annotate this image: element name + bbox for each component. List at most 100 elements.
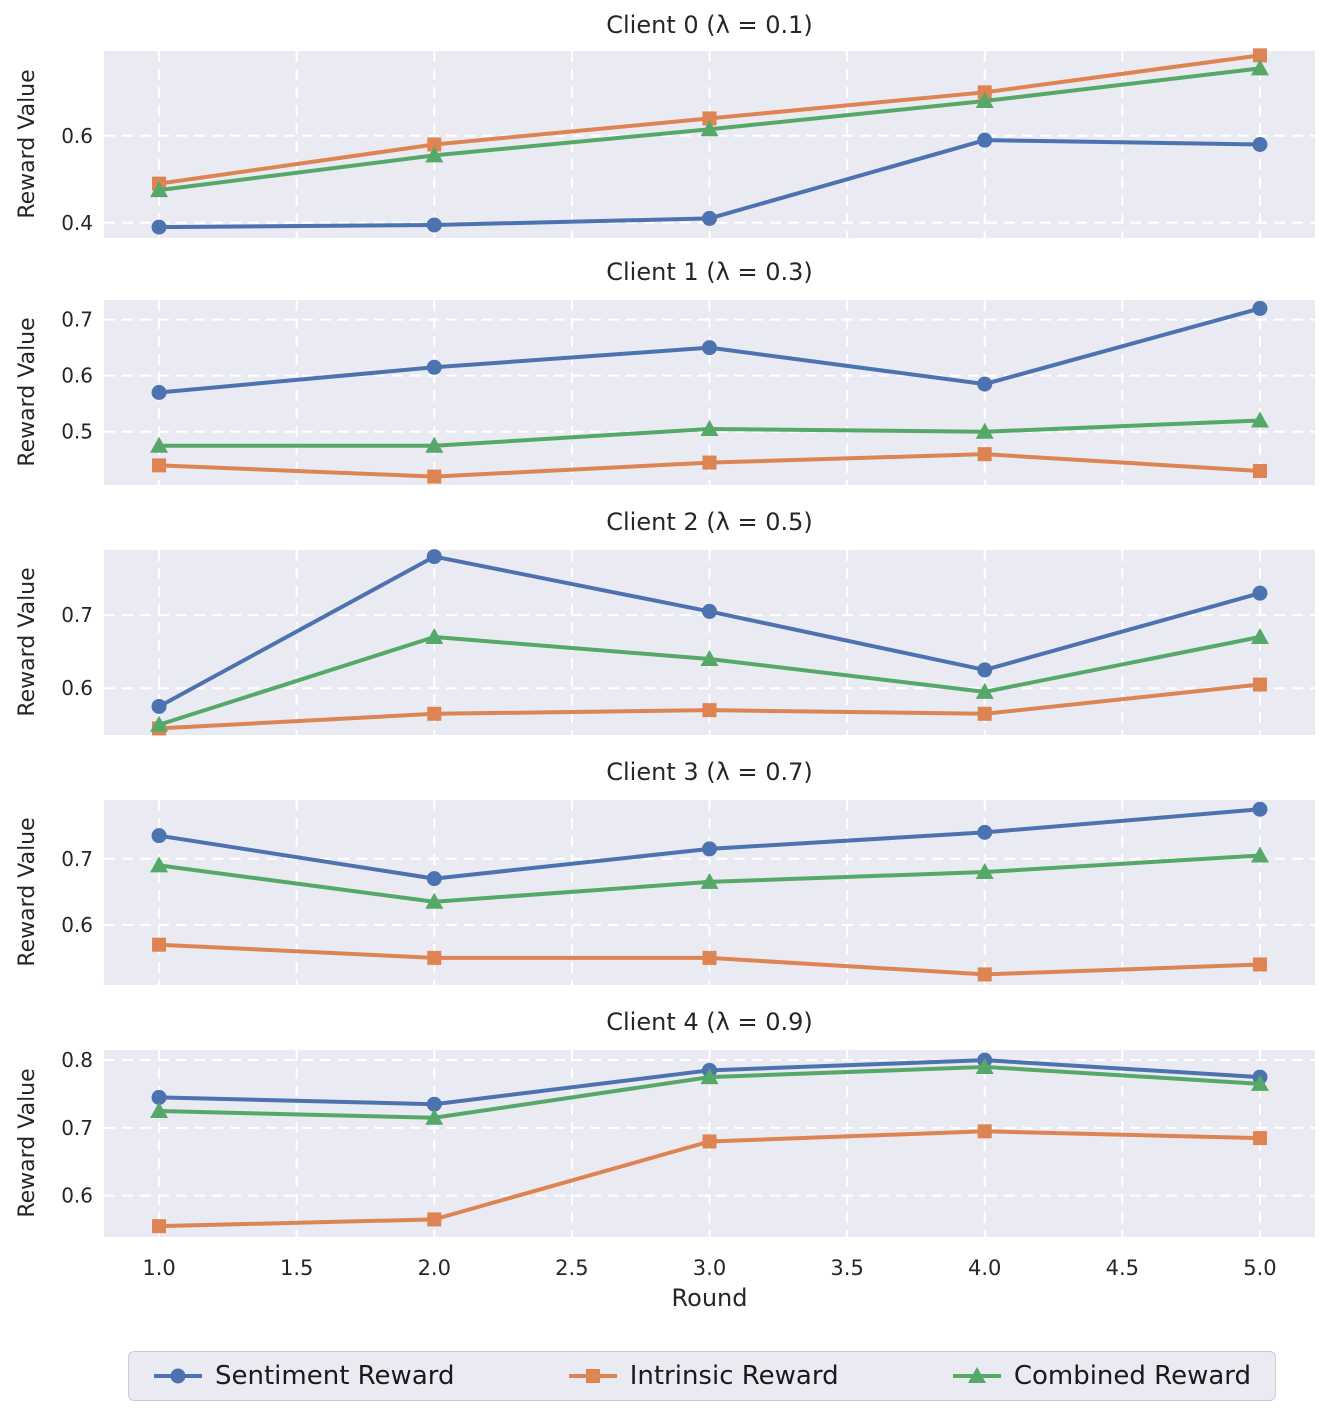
subplot-title-client-1: Client 1 (λ = 0.3) xyxy=(606,258,813,286)
data-point-marker xyxy=(700,872,719,889)
data-point-marker xyxy=(700,1068,719,1085)
data-point-marker xyxy=(977,376,993,392)
data-point-marker xyxy=(151,1089,167,1105)
data-point-marker xyxy=(702,340,717,356)
y-tick-label: 0.7 xyxy=(61,1116,93,1140)
data-point-marker xyxy=(700,419,719,436)
data-point-marker xyxy=(152,937,167,952)
y-axis-label: Reward Value xyxy=(15,1068,40,1218)
data-point-marker xyxy=(425,892,444,909)
data-point-marker xyxy=(975,863,994,880)
data-point-marker xyxy=(1252,137,1268,152)
data-point-marker xyxy=(1252,48,1267,63)
data-point-marker xyxy=(1252,677,1267,692)
data-point-marker xyxy=(1252,801,1268,817)
subplot-title-client-0: Client 0 (λ = 0.1) xyxy=(606,11,813,39)
data-point-marker xyxy=(427,1212,442,1227)
x-tick-label: 2.5 xyxy=(555,1256,588,1280)
subplot-client-1: 0.5 0.6 0.7 xyxy=(61,300,1315,485)
data-point-marker xyxy=(425,628,444,645)
data-point-marker xyxy=(151,385,167,400)
y-tick-label: 0.6 xyxy=(61,124,93,148)
data-point-marker xyxy=(425,1108,444,1125)
subplot-client-3: 0.6 0.7 xyxy=(61,800,1315,985)
data-point-marker xyxy=(427,950,442,965)
y-axis-label: Reward Value xyxy=(15,317,40,467)
data-point-marker xyxy=(702,1134,717,1149)
data-point-marker xyxy=(702,703,717,718)
data-point-marker xyxy=(425,436,444,453)
data-point-marker xyxy=(977,662,993,678)
legend: Sentiment Reward Intrinsic Reward Combin… xyxy=(128,1351,1276,1401)
y-tick-label: 0.7 xyxy=(61,603,93,627)
data-point-marker xyxy=(702,455,717,470)
x-axis-label: Round xyxy=(671,1284,748,1312)
data-point-marker xyxy=(150,436,169,453)
data-point-marker xyxy=(975,92,994,109)
data-point-marker xyxy=(975,682,994,699)
legend-item-combined-reward: Combined Reward xyxy=(952,1361,1251,1391)
data-point-marker xyxy=(1250,59,1269,76)
y-tick-label: 0.7 xyxy=(61,847,93,871)
x-tick-label: 4.0 xyxy=(968,1256,1001,1280)
data-point-marker xyxy=(427,706,442,721)
square-marker-icon xyxy=(585,1369,600,1383)
y-axis-label: Reward Value xyxy=(15,567,40,717)
data-point-marker xyxy=(150,181,169,198)
data-point-marker xyxy=(702,603,717,619)
data-point-marker xyxy=(977,1124,992,1139)
y-axis-label: Reward Value xyxy=(15,817,40,967)
data-point-marker xyxy=(151,698,167,714)
x-tick-label: 5.0 xyxy=(1243,1256,1276,1280)
data-point-marker xyxy=(1252,300,1268,316)
data-point-marker xyxy=(1252,585,1268,601)
data-point-marker xyxy=(151,219,167,235)
legend-item-sentiment-reward: Sentiment Reward xyxy=(153,1361,454,1391)
y-tick-label: 0.6 xyxy=(61,1184,93,1208)
data-point-marker xyxy=(702,210,717,226)
data-point-marker xyxy=(1250,1074,1269,1091)
data-point-marker xyxy=(700,649,719,666)
data-point-marker xyxy=(977,706,992,721)
data-point-marker xyxy=(1252,463,1267,478)
x-tick-label: 1.5 xyxy=(280,1256,313,1280)
x-tick-label: 3.5 xyxy=(830,1256,863,1280)
data-point-marker xyxy=(427,137,442,152)
circle-marker-icon xyxy=(170,1368,186,1384)
y-tick-label: 0.7 xyxy=(61,308,93,332)
x-tick-label: 1.0 xyxy=(142,1256,175,1280)
legend-label: Intrinsic Reward xyxy=(629,1361,839,1391)
data-point-marker xyxy=(152,1219,167,1234)
data-point-marker xyxy=(975,422,994,439)
x-tick-label: 4.5 xyxy=(1106,1256,1139,1280)
data-point-marker xyxy=(977,132,993,148)
combined-reward-line-marker-icon xyxy=(952,1367,1001,1383)
data-point-marker xyxy=(150,856,169,873)
legend-label: Sentiment Reward xyxy=(215,1361,455,1391)
y-tick-label: 0.6 xyxy=(61,364,93,388)
data-point-marker xyxy=(975,1057,994,1074)
y-tick-label: 0.5 xyxy=(61,420,93,444)
data-point-marker xyxy=(977,824,993,840)
subplot-title-client-4: Client 4 (λ = 0.9) xyxy=(606,1008,813,1036)
data-point-marker xyxy=(427,469,442,484)
data-point-marker xyxy=(1250,411,1269,428)
data-point-marker xyxy=(1250,846,1269,863)
x-tick-label: 2.0 xyxy=(418,1256,451,1280)
sentiment-reward-line-marker-icon xyxy=(154,1368,202,1384)
data-point-marker xyxy=(1250,628,1269,645)
data-point-marker xyxy=(152,458,167,473)
data-point-marker xyxy=(700,120,719,137)
intrinsic-reward-line-marker-icon xyxy=(568,1369,617,1383)
data-point-marker xyxy=(1252,957,1267,972)
data-point-marker xyxy=(426,359,442,375)
subplot-client-0: 0.4 0.6 xyxy=(61,48,1315,238)
subplot-client-2: 0.6 0.7 xyxy=(61,549,1315,736)
y-tick-label: 0.8 xyxy=(61,1048,93,1072)
subplot-title-client-2: Client 2 (λ = 0.5) xyxy=(606,508,813,536)
data-point-marker xyxy=(151,828,167,844)
data-point-marker xyxy=(426,871,442,887)
x-tick-label: 3.0 xyxy=(693,1256,726,1280)
data-point-marker xyxy=(702,111,717,126)
y-tick-label: 0.6 xyxy=(61,676,93,700)
